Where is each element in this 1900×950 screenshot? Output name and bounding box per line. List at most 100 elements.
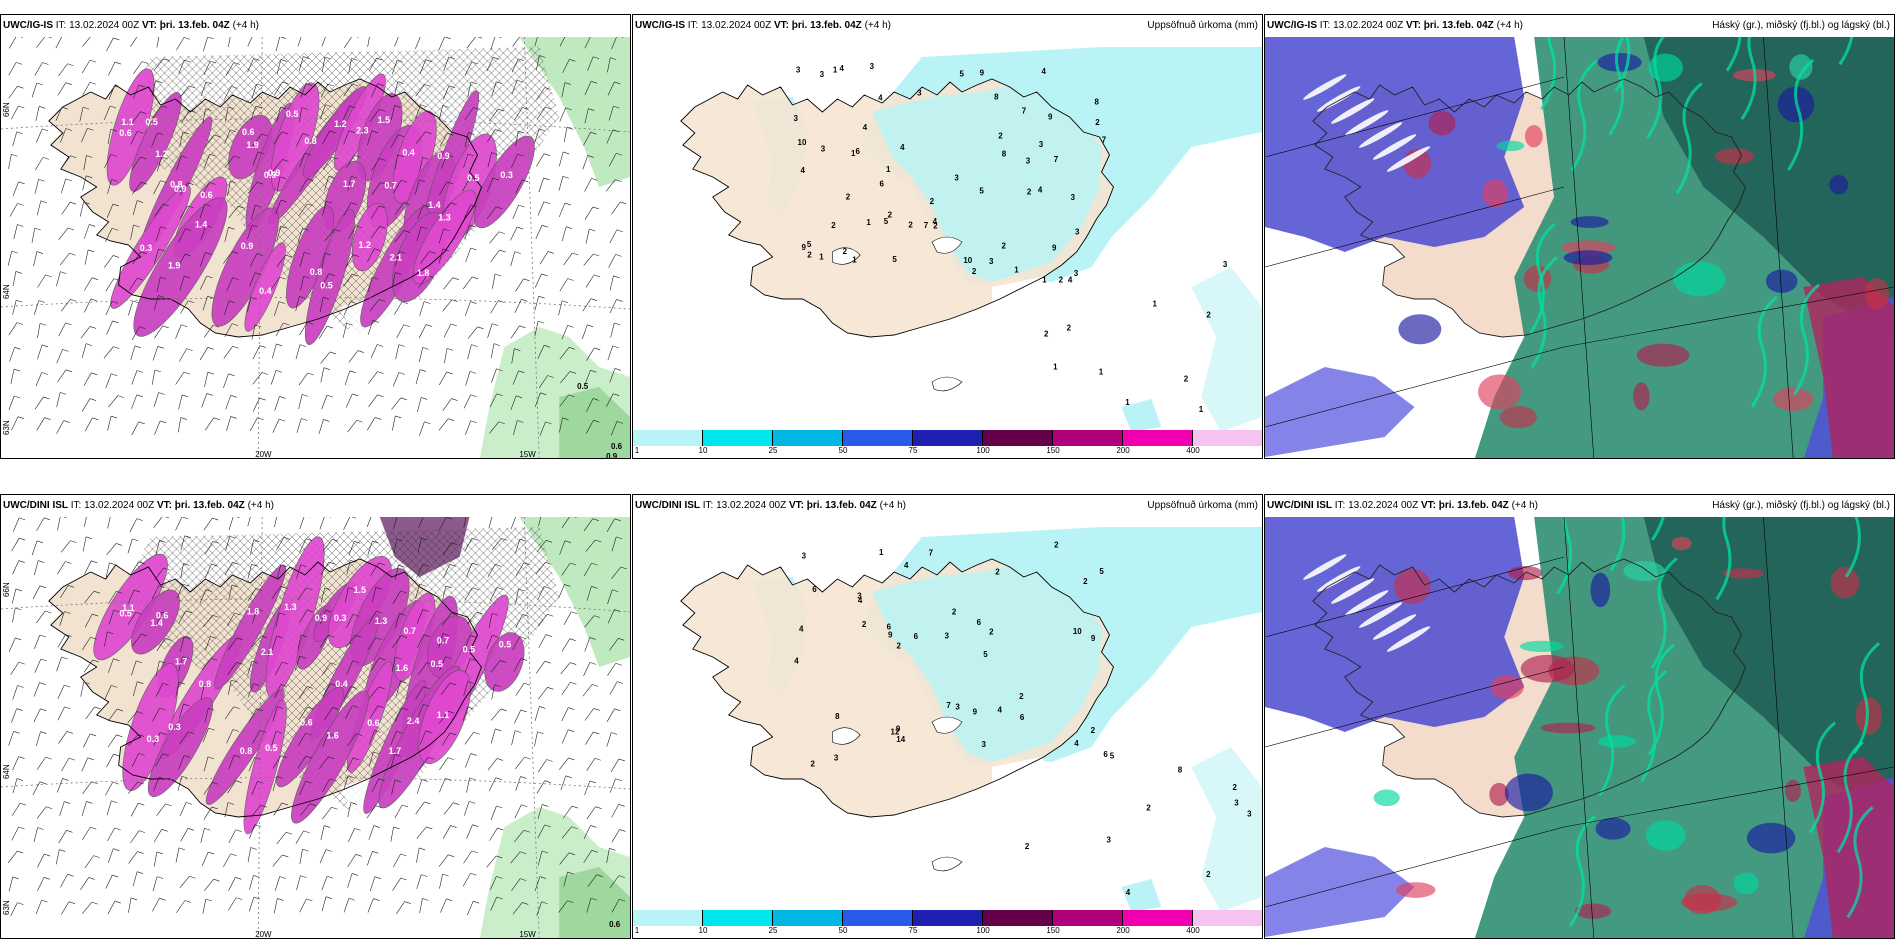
iceland-coastline <box>680 558 1114 818</box>
wind-barb <box>487 758 498 771</box>
wind-barb <box>367 898 374 913</box>
colorbar-label: 50 <box>838 446 848 455</box>
wind-barb <box>106 800 112 816</box>
colorbar-label: 1 <box>634 926 640 935</box>
wind-barb-flag <box>326 394 334 398</box>
wind-barb <box>439 778 446 793</box>
precip-value-label: 3 <box>820 70 825 79</box>
wind-barb <box>132 633 142 647</box>
wind-barb-flag <box>205 252 212 255</box>
wind-barb-flag <box>184 253 192 257</box>
wind-barb <box>84 855 94 869</box>
wind-barb-flag <box>518 130 525 134</box>
wind-barb <box>321 876 328 891</box>
wind-barb-flag <box>134 345 141 349</box>
wind-barb-flag <box>233 62 240 65</box>
wind-barb <box>177 583 184 599</box>
precip-value-label: 3 <box>1026 156 1031 165</box>
wind-barb <box>156 277 161 292</box>
wind-barb-flag <box>612 589 619 593</box>
wind-map[interactable]: 66N 64N 63N 20W 15W 0.5 1.4 1.7 0.8 1.8 2.1 1.3 0.9 0… <box>1 517 630 938</box>
wind-value-label: 0.8 <box>310 267 322 277</box>
wind-barb-flag <box>111 227 119 231</box>
wind-barb-flag <box>91 372 98 376</box>
wind-barb-flag <box>305 780 312 784</box>
wind-barb <box>274 396 280 411</box>
wind-barb-flag <box>213 417 220 421</box>
wind-barb-flag <box>400 397 407 401</box>
wind-barb <box>536 661 546 674</box>
colorbar-label: 10 <box>698 446 708 455</box>
wind-barb <box>12 131 18 147</box>
wind-barb-flag <box>520 776 527 779</box>
valid-time: þri. 13.feb. 04Z <box>174 500 245 511</box>
cloud-contour <box>1725 37 1742 72</box>
wind-barb-flag <box>162 325 169 329</box>
wind-barb <box>318 419 324 434</box>
wind-barb <box>346 614 354 628</box>
wind-barb <box>12 300 17 315</box>
wind-barb-flag <box>500 708 507 712</box>
wind-barb <box>515 756 525 770</box>
wind-barb-flag <box>235 829 242 833</box>
wind-barb <box>276 176 281 192</box>
cloud-contour <box>1540 37 1557 111</box>
wind-barb <box>224 706 234 720</box>
wind-barb-flag <box>158 585 165 588</box>
cloud-map[interactable] <box>1265 37 1894 458</box>
wind-barb <box>201 393 208 408</box>
wind-barb <box>344 705 353 719</box>
precip-map[interactable]: 2 2 1 2 2 2 5 3 6 3 6 9 9 9 9 12 6 4 10 8 7 6 4 7 5 3 2 3 2 6 4 14 3 2 4 2 2… <box>633 517 1262 938</box>
wind-barb <box>56 271 61 287</box>
wind-barb-flag <box>614 708 621 712</box>
wind-barb <box>463 850 473 864</box>
wind-barb-flag <box>327 83 334 87</box>
wind-barb-flag <box>141 633 148 637</box>
wind-barb <box>81 801 87 816</box>
wind-barb <box>438 517 447 531</box>
wind-barb <box>155 540 160 555</box>
wind-barb-flag <box>113 658 120 661</box>
wind-barb-flag <box>40 731 47 734</box>
wind-barb-flag <box>355 733 362 736</box>
panel-header: UWC/IG-IS IT: 13.02.2024 00Z VT: þri. 13… <box>633 15 1262 37</box>
wind-barb <box>127 612 137 626</box>
wind-barb <box>490 876 497 891</box>
grid-line <box>1265 76 1565 158</box>
wind-barb <box>152 898 160 912</box>
wind-barb <box>511 348 515 364</box>
wind-barb <box>586 586 592 601</box>
wind-barb-flag <box>570 681 577 685</box>
precip-map[interactable]: 2 1 1 4 4 4 7 6 5 3 7 5 3 1 1 2 3 7 8 4 2 6 3 1 9 8 10 5 9 9 2 2 1 3 7 10 3 4… <box>633 37 1262 458</box>
wind-barb-flag <box>571 826 578 830</box>
wind-barb <box>370 226 381 239</box>
wind-barb <box>224 155 235 169</box>
wind-barb <box>248 708 258 722</box>
wind-barb-flag <box>394 779 402 783</box>
wind-barb <box>465 301 471 316</box>
precip-value-label: 5 <box>892 255 897 264</box>
panel-header: UWC/DINI ISL IT: 13.02.2024 00Z VT: þri.… <box>633 495 1262 517</box>
precip-value-label: 2 <box>1027 188 1032 197</box>
wind-barb <box>84 613 93 628</box>
cloud-map[interactable] <box>1265 517 1894 938</box>
precip-streak <box>305 209 355 345</box>
wind-barb-flag <box>209 182 216 185</box>
wind-barb <box>560 775 566 791</box>
wind-barb-flag <box>379 109 386 112</box>
wind-barb <box>439 757 449 771</box>
wind-barb-flag <box>423 204 430 208</box>
wind-barb <box>128 734 139 747</box>
lat-label: 63N <box>2 420 11 435</box>
wind-barb-flag <box>492 323 499 326</box>
wind-barb-flag <box>94 706 101 710</box>
wind-map[interactable]: 66N 64N 63N 20W 15W 0.6 1.2 0.8 1.4 1.9 0.9 0.5 0.8 1… <box>1 37 630 458</box>
colorbar-label: 75 <box>908 926 918 935</box>
wind-barb <box>228 755 235 770</box>
cloud-blob <box>1590 572 1611 608</box>
wind-barb <box>391 105 395 121</box>
wind-barb-flag <box>350 802 358 805</box>
wind-barb-flag <box>378 562 385 566</box>
wind-barb <box>510 517 516 530</box>
cloud-blob <box>1574 903 1612 919</box>
